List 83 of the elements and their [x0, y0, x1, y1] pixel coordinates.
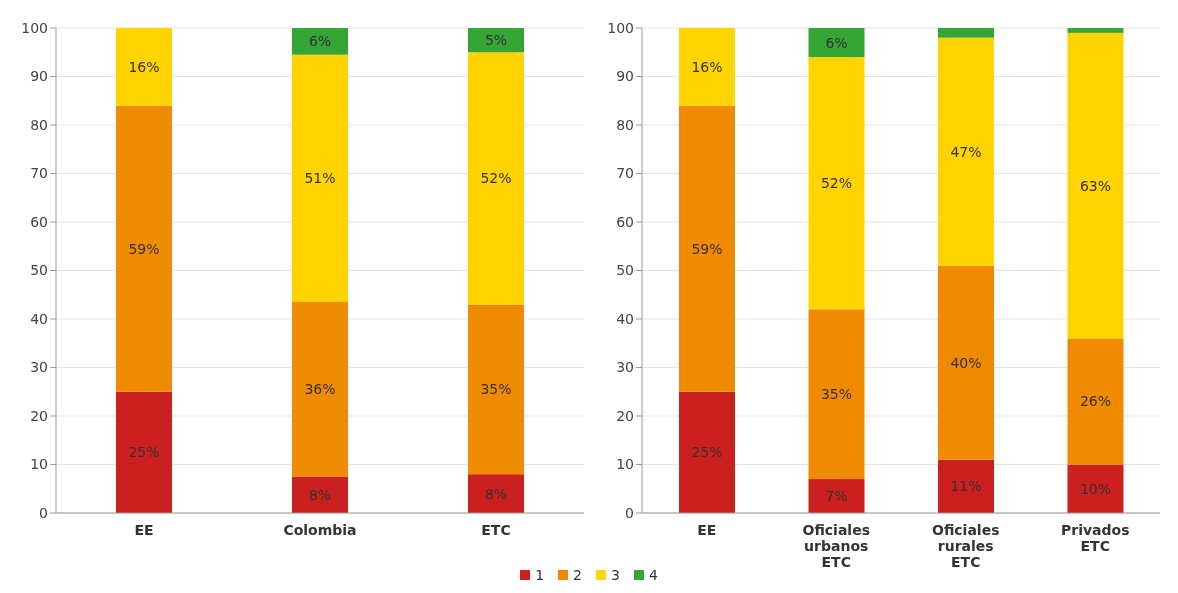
data-label: 52% — [480, 170, 512, 187]
bar — [938, 459, 994, 513]
bar — [679, 105, 735, 392]
data-label: 25% — [128, 444, 160, 461]
data-label: 35% — [820, 386, 853, 403]
y-tick-label: 70 — [30, 165, 48, 182]
bar — [292, 54, 348, 303]
bar — [679, 391, 735, 513]
bar — [938, 265, 994, 460]
x-tick-label: Oficiales rurales ETC — [932, 522, 1000, 570]
data-label: 16% — [691, 58, 723, 75]
bar — [1067, 464, 1124, 513]
data-label: 5% — [484, 32, 508, 49]
y-tick-label: 60 — [30, 213, 48, 230]
data-label: 40% — [950, 354, 982, 371]
bar — [938, 28, 994, 38]
bar — [116, 391, 172, 513]
data-label: 47% — [950, 143, 982, 160]
y-tick-label: 40 — [616, 310, 634, 327]
legend-label: 3 — [611, 567, 620, 583]
legend-label: 2 — [573, 567, 582, 583]
data-label: 6% — [308, 33, 332, 50]
data-label: 63% — [1079, 177, 1112, 194]
y-tick-label: 40 — [30, 310, 48, 327]
bar — [468, 474, 524, 513]
y-tick-label: 90 — [616, 68, 634, 85]
data-label: 16% — [128, 58, 160, 75]
x-tick-label: Colombia — [283, 522, 357, 538]
bar — [468, 52, 524, 305]
data-label: 8% — [484, 485, 508, 502]
bar — [116, 28, 172, 106]
y-tick-label: 30 — [616, 359, 634, 376]
x-tick-label: EE — [697, 522, 717, 538]
data-label: 7% — [825, 488, 848, 505]
bar — [679, 28, 735, 106]
data-label: 6% — [825, 34, 848, 51]
bar — [808, 309, 865, 480]
legend-label: 1 — [535, 567, 545, 583]
y-tick-label: 90 — [30, 68, 48, 85]
data-label: 10% — [1079, 480, 1112, 497]
y-tick-label: 70 — [616, 165, 634, 182]
y-tick-label: 30 — [30, 359, 48, 376]
bar — [808, 479, 865, 513]
y-tick-label: 80 — [616, 116, 634, 133]
y-tick-label: 50 — [616, 262, 634, 279]
y-tick-label: 10 — [616, 456, 634, 473]
data-label: 59% — [691, 240, 723, 257]
y-tick-label: 100 — [607, 19, 634, 36]
y-tick-label: 50 — [30, 262, 48, 279]
bar — [468, 28, 524, 53]
data-label: 52% — [820, 175, 853, 192]
data-label: 11% — [950, 478, 982, 495]
bar — [1067, 28, 1124, 33]
bar — [468, 304, 524, 475]
y-tick-label: 20 — [616, 407, 634, 424]
data-label: 8% — [308, 486, 332, 503]
x-tick-label: ETC — [481, 522, 511, 538]
y-tick-label: 0 — [625, 504, 634, 521]
data-label: 36% — [304, 381, 336, 398]
x-tick-label: Privados ETC — [1060, 522, 1130, 554]
bar — [1067, 338, 1124, 465]
legend-label: 4 — [648, 567, 658, 583]
y-tick-label: 80 — [30, 116, 48, 133]
bar — [292, 302, 348, 477]
bar — [808, 28, 865, 58]
bar — [808, 57, 865, 310]
data-label: 26% — [1079, 393, 1112, 410]
bar — [116, 105, 172, 392]
data-label: 35% — [480, 381, 512, 398]
bar — [1067, 32, 1124, 339]
data-label: 59% — [128, 240, 160, 257]
y-tick-label: 60 — [616, 213, 634, 230]
bar — [292, 28, 348, 55]
y-tick-label: 10 — [30, 456, 48, 473]
y-tick-label: 100 — [21, 19, 48, 36]
data-label: 51% — [304, 170, 336, 187]
y-tick-label: 20 — [30, 407, 48, 424]
bar — [292, 476, 348, 513]
y-tick-label: 0 — [39, 504, 48, 521]
data-label: 25% — [691, 444, 723, 461]
bar — [938, 37, 994, 266]
x-tick-label: Oficiales urbanos ETC — [802, 522, 870, 570]
x-tick-label: EE — [134, 522, 154, 538]
